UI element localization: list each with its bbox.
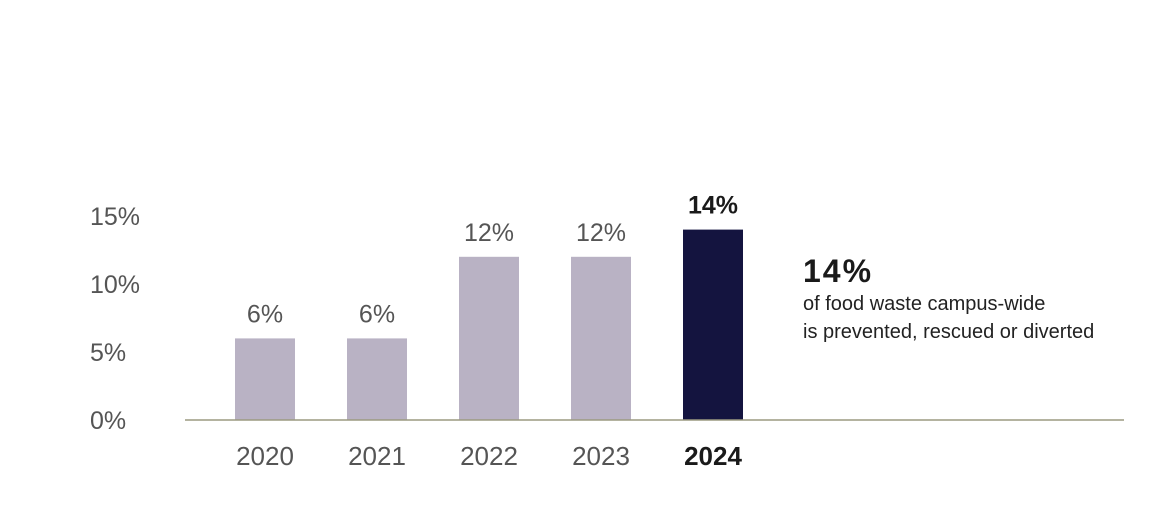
- bar-value-labels: 6% 6% 12% 12% 14%: [247, 192, 738, 329]
- callout-value: 14%: [803, 253, 874, 289]
- bar-2022: [459, 256, 519, 420]
- callout-line-2: is prevented, rescued or diverted: [803, 321, 1095, 343]
- category-label-2022: 2022: [460, 441, 518, 471]
- bars: [235, 229, 743, 420]
- category-label-2021: 2021: [348, 441, 406, 471]
- bar-2024: [683, 229, 743, 420]
- x-axis-category-labels: 2020 2021 2022 2023 2024: [236, 441, 742, 471]
- y-tick-label: 10%: [90, 271, 140, 299]
- y-tick-label: 15%: [90, 203, 140, 231]
- value-label-2020: 6%: [247, 300, 283, 328]
- category-label-2023: 2023: [572, 441, 630, 471]
- y-tick-label: 5%: [90, 339, 126, 367]
- callout-line-1: of food waste campus-wide: [803, 293, 1046, 315]
- value-label-2022: 12%: [464, 219, 514, 247]
- bar-2020: [235, 338, 295, 420]
- category-label-2024: 2024: [684, 441, 742, 471]
- bar-2021: [347, 338, 407, 420]
- value-label-2021: 6%: [359, 300, 395, 328]
- y-axis-tick-labels: 0% 5% 10% 15%: [90, 203, 140, 435]
- y-tick-label: 0%: [90, 407, 126, 435]
- value-label-2024: 14%: [688, 192, 738, 220]
- value-label-2023: 12%: [576, 219, 626, 247]
- category-label-2020: 2020: [236, 441, 294, 471]
- callout: 14% of food waste campus-wide is prevent…: [803, 252, 1143, 346]
- bar-2023: [571, 256, 631, 420]
